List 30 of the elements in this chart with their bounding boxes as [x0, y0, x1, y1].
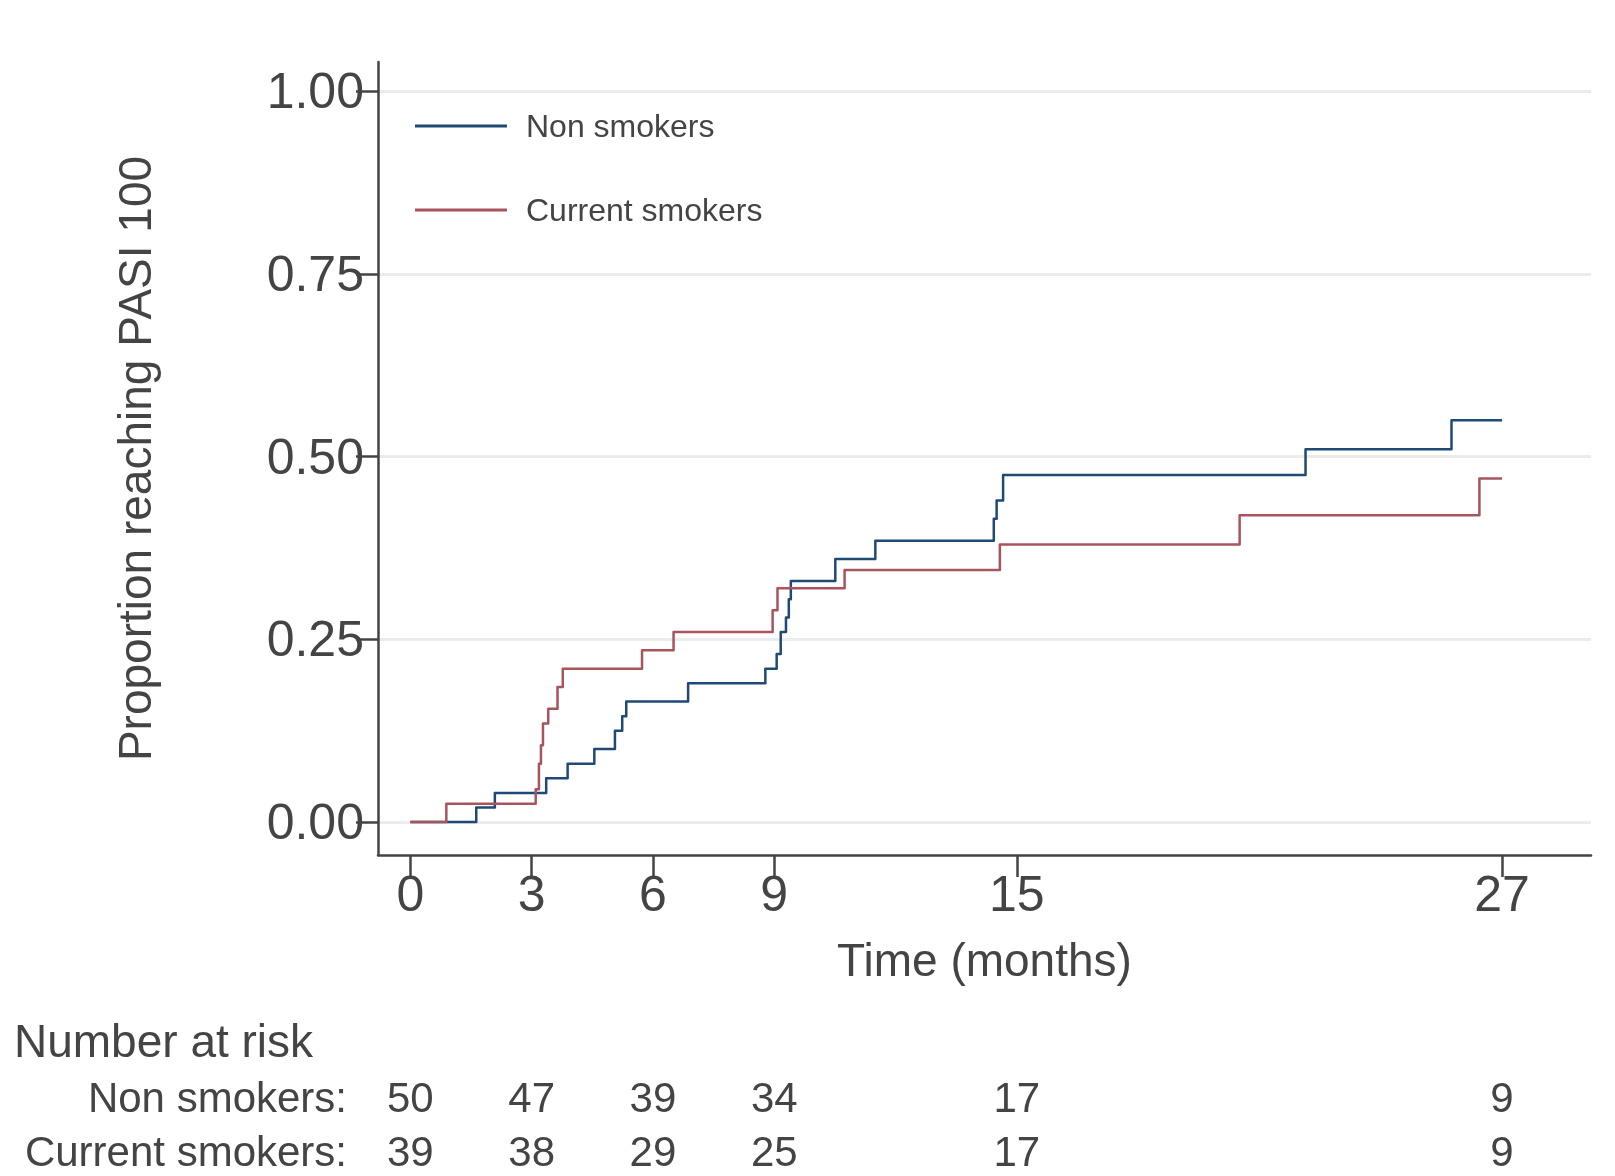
legend-label: Non smokers	[526, 108, 715, 144]
text: 9	[1490, 1127, 1514, 1175]
y-tick-label: 0.50	[266, 428, 364, 485]
text: 9	[1490, 1073, 1514, 1121]
x-tick-label: 3	[517, 866, 546, 922]
text: 25	[750, 1127, 798, 1175]
text: 50	[386, 1073, 434, 1121]
text: 29	[629, 1127, 677, 1175]
y-axis-title: Proportion reaching PASI 100	[109, 155, 161, 762]
text: 34	[750, 1073, 798, 1121]
text: 38	[508, 1127, 556, 1175]
text: Number at risk	[14, 1015, 315, 1067]
text: 39	[386, 1127, 434, 1175]
x-tick-label: 0	[396, 866, 425, 922]
y-tick-label: 1.00	[266, 63, 364, 120]
y-tick-label: 0.00	[266, 794, 364, 851]
y-tick-label: 0.25	[266, 611, 364, 668]
text: 47	[508, 1073, 556, 1121]
text: Current smokers:	[24, 1127, 347, 1175]
x-tick-label: 9	[760, 866, 789, 922]
x-tick-label: 15	[989, 866, 1045, 922]
text: Non smokers:	[87, 1073, 347, 1121]
x-axis-title: Time (months)	[837, 934, 1132, 986]
x-tick-label: 6	[639, 866, 667, 922]
x-tick-label: 27	[1474, 866, 1530, 922]
y-tick-label: 0.75	[266, 245, 364, 302]
legend-label: Current smokers	[526, 192, 763, 228]
text: 17	[993, 1073, 1041, 1121]
text: 39	[629, 1073, 677, 1121]
text: 17	[993, 1127, 1041, 1175]
